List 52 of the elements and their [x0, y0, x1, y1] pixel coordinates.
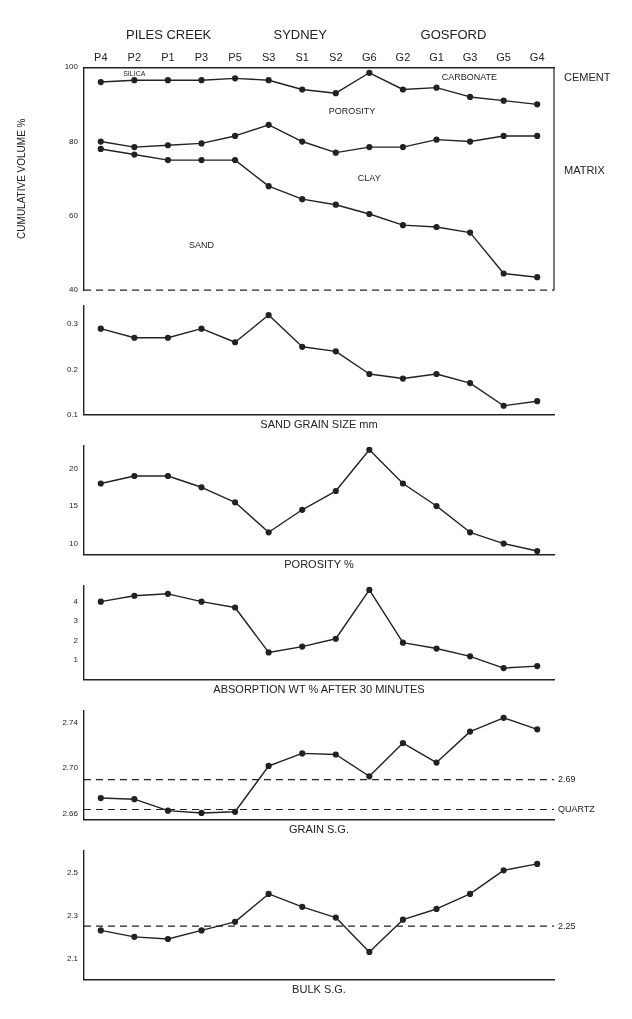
x-axis-title: GRAIN S.G.: [289, 823, 349, 836]
y-tick-label: 2.1: [66, 953, 79, 963]
text: GOSFORD: [420, 26, 487, 42]
x-tick-label: G2: [395, 50, 411, 63]
y-tick-label: 15: [69, 501, 79, 511]
y-tick-label: 60: [69, 211, 79, 221]
text: SYDNEY: [273, 26, 328, 42]
x-tick-label: S1: [295, 50, 309, 63]
x-axis-title: BULK S.G.: [292, 983, 346, 996]
x-tick-label: S3: [261, 50, 276, 63]
x-tick-label: P1: [161, 50, 175, 63]
ref-line-label: 2.25: [558, 920, 576, 931]
x-tick-label: G5: [496, 50, 511, 63]
y-tick-label: 2: [73, 635, 79, 645]
x-tick-label: P4: [94, 50, 108, 63]
annotation: SAND: [188, 240, 215, 251]
y-tick-label: 0.1: [66, 410, 79, 419]
y-tick-label: 0.3: [66, 319, 79, 329]
y-axis-title: CUMULATIVE VOLUME %: [15, 118, 27, 239]
x-axis-title: POROSITY %: [284, 558, 354, 571]
y-tick-label: 2.66: [62, 809, 79, 819]
x-tick-label: G4: [529, 50, 545, 63]
x-tick-label: P5: [228, 50, 242, 63]
x-tick-label: G1: [429, 50, 444, 63]
y-tick-label: 3: [73, 616, 79, 626]
x-axis-title: ABSORPTION WT % AFTER 30 MINUTES: [213, 683, 425, 696]
y-tick-label: 2.70: [62, 763, 79, 773]
x-tick-label: S2: [329, 50, 343, 63]
text: MATRIX: [564, 164, 606, 177]
y-tick-label: 10: [69, 538, 79, 548]
text: CEMENT: [564, 71, 611, 84]
ref-line-label: QUARTZ: [558, 803, 596, 814]
ref-line-label: 2.69: [558, 774, 576, 785]
y-tick-label: 4: [73, 596, 79, 606]
y-tick-label: 100: [64, 62, 79, 72]
y-tick-label: 0.2: [66, 364, 79, 374]
y-tick-label: 40: [69, 285, 79, 295]
annotation: CLAY: [357, 173, 381, 184]
x-tick-label: G6: [362, 50, 377, 63]
x-tick-label: P3: [194, 50, 209, 63]
x-tick-label: G3: [462, 50, 478, 63]
text: PILES CREEK: [125, 26, 212, 42]
x-axis-title: SAND GRAIN SIZE mm: [260, 418, 378, 431]
y-tick-label: 20: [69, 463, 79, 473]
y-tick-label: 2.5: [66, 867, 79, 877]
annotation: POROSITY: [328, 106, 376, 117]
y-tick-label: 2.74: [62, 717, 79, 727]
annotation: CARBONATE: [441, 71, 498, 82]
y-tick-label: 2.3: [66, 910, 79, 920]
y-tick-label: 80: [69, 136, 79, 146]
x-tick-label: P2: [127, 50, 142, 63]
y-tick-label: 1: [73, 655, 79, 665]
